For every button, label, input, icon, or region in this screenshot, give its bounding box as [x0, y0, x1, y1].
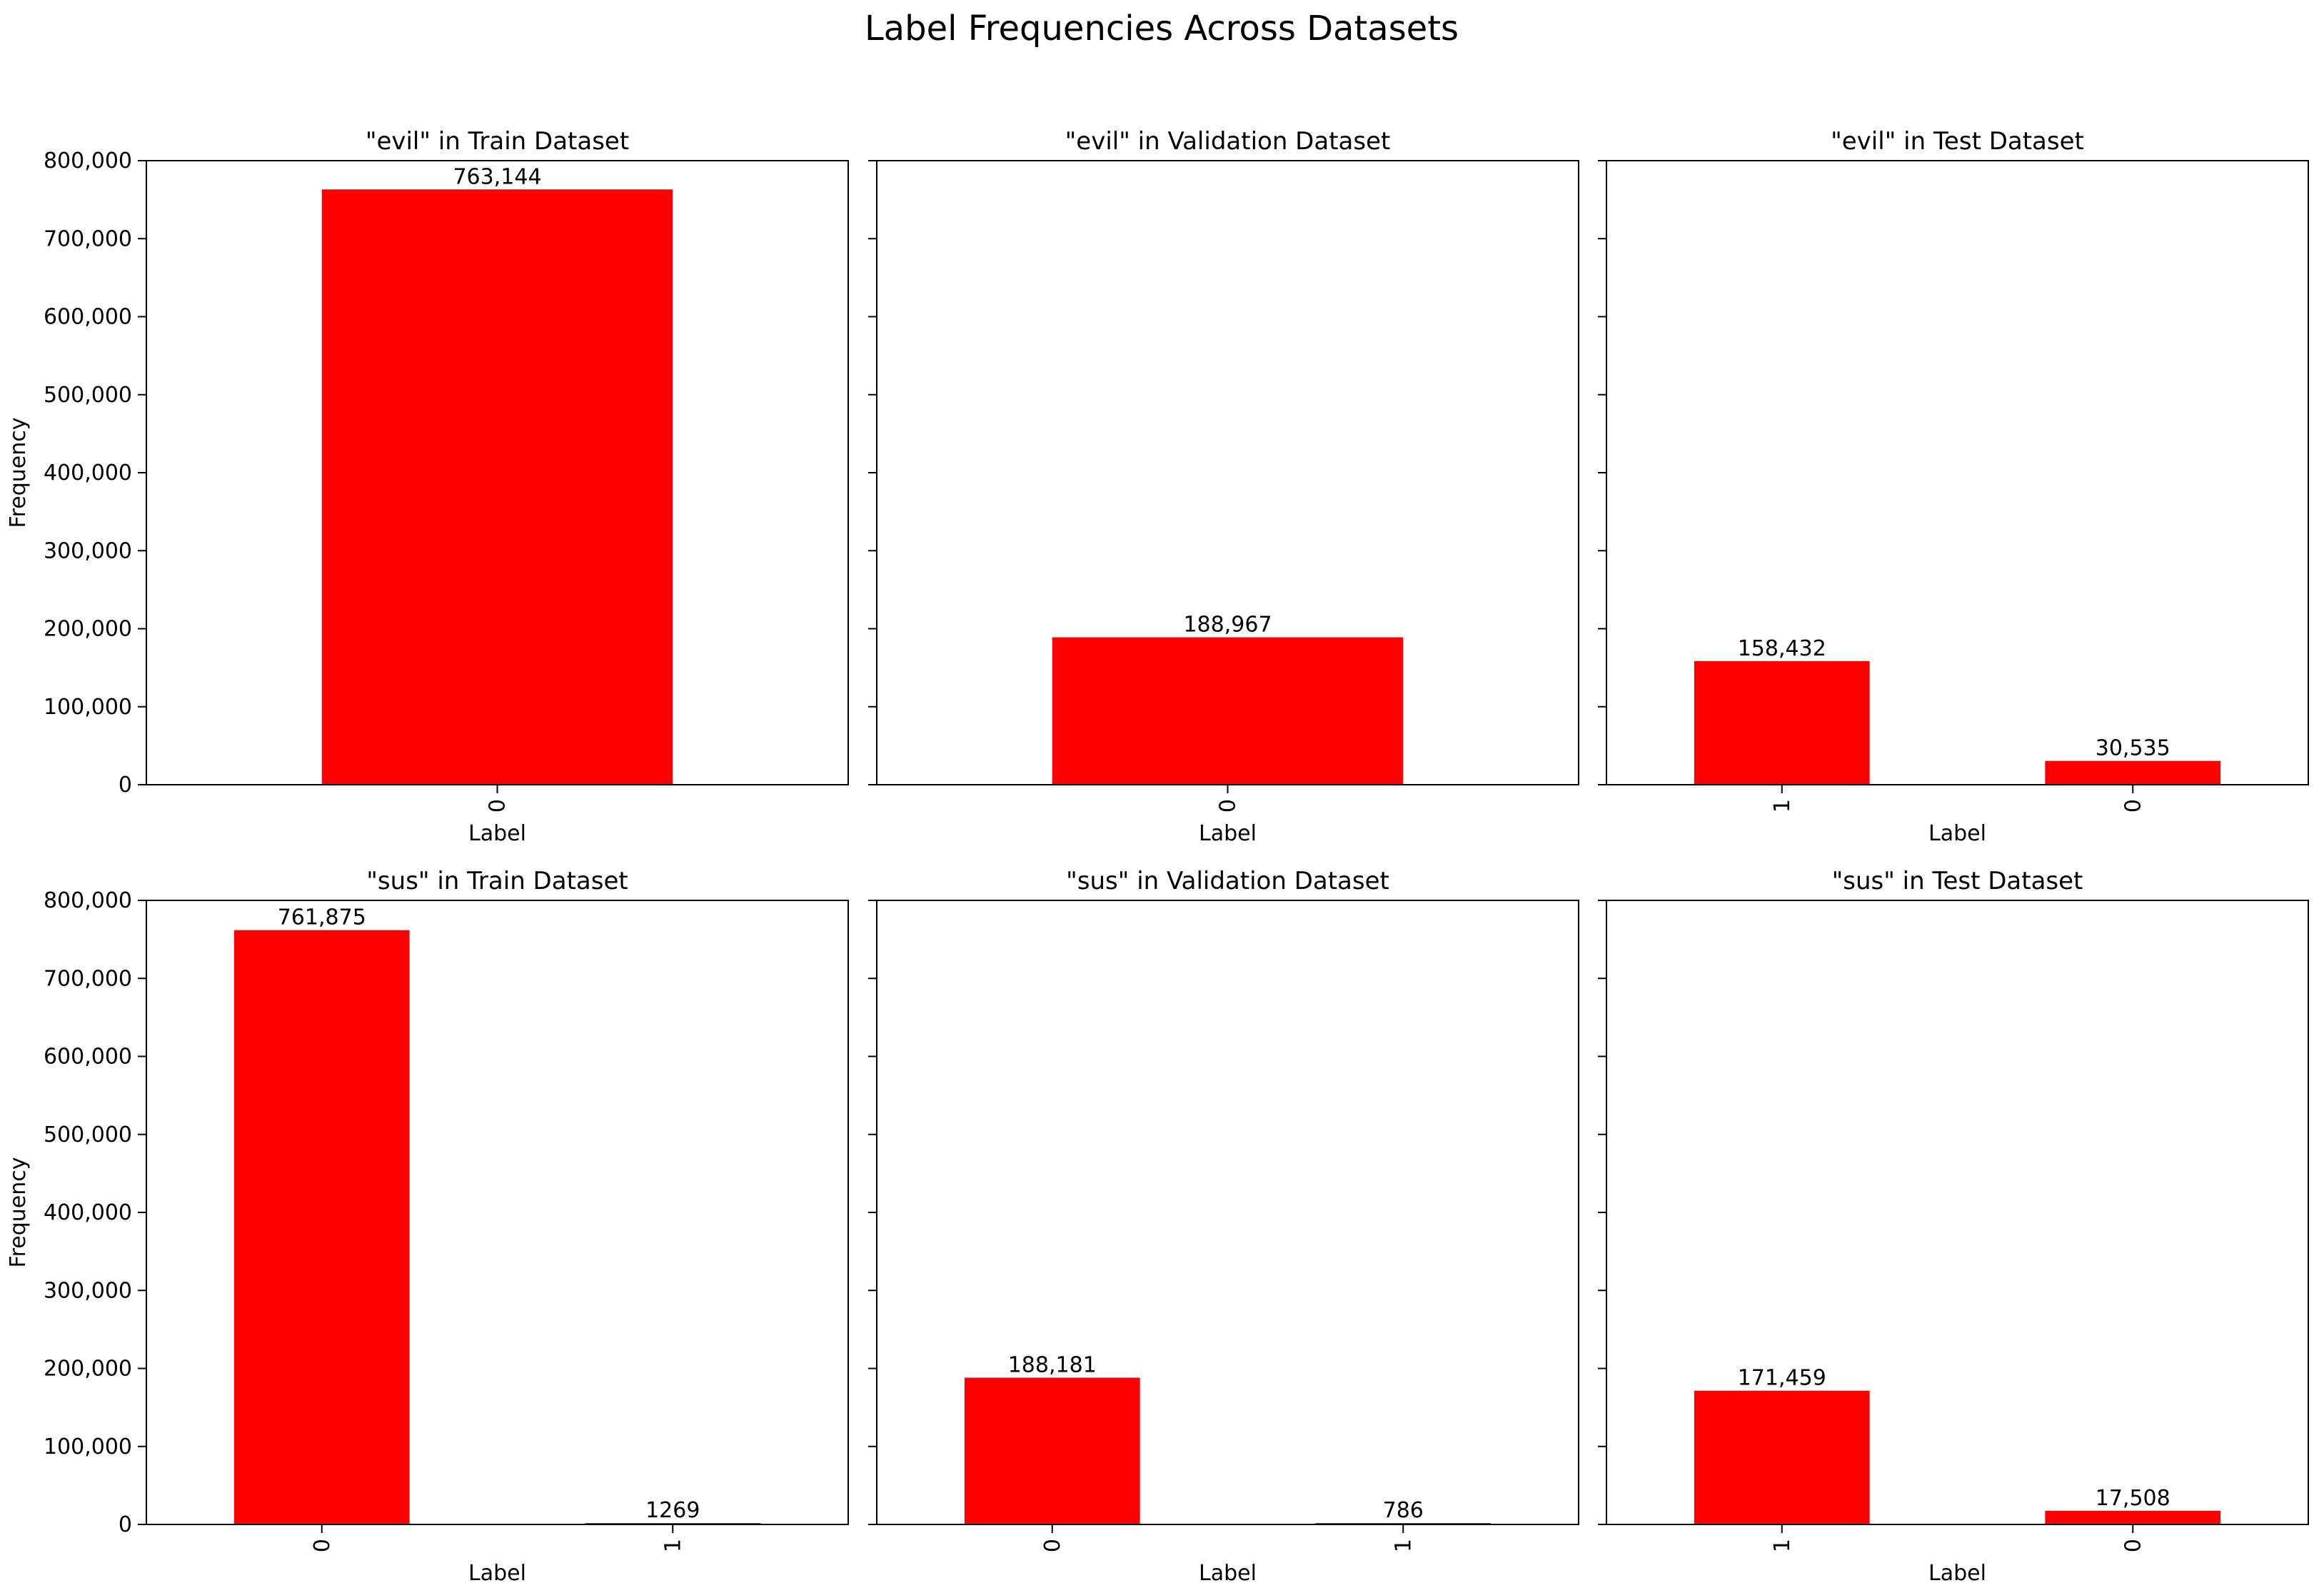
y-tick-label: 100,000	[44, 1434, 132, 1459]
y-tick-label: 800,000	[44, 149, 132, 174]
subplot-title: "sus" in Test Dataset	[1832, 867, 2083, 895]
x-axis-label: Label	[1928, 1561, 1986, 1586]
x-axis-label: Label	[1199, 821, 1257, 846]
bar-value-label: 761,875	[278, 905, 366, 930]
bar-label-1	[1694, 1390, 1870, 1524]
y-tick-label: 600,000	[44, 1045, 132, 1070]
x-tick-label: 0	[310, 1539, 335, 1552]
y-axis-label: Frequency	[6, 1157, 31, 1268]
y-tick-label: 500,000	[44, 1122, 132, 1147]
bar-label-1	[1694, 660, 1870, 785]
plot-frame	[146, 160, 849, 785]
subplot-title: "sus" in Train Dataset	[366, 867, 628, 895]
x-tick-label: 1	[660, 1539, 685, 1552]
plot-frame	[1606, 160, 2309, 785]
x-tick-label: 0	[486, 799, 510, 813]
x-axis-label: Label	[1928, 821, 1986, 846]
bar-label-0	[321, 189, 673, 785]
y-tick-label: 200,000	[44, 617, 132, 642]
bar-value-label: 171,459	[1738, 1366, 1826, 1391]
y-axis-label: Frequency	[6, 418, 31, 528]
subplot-1: "evil" in Train Dataset 0 100,000 200,000 30…	[6, 127, 849, 846]
bar-value-label: 30,535	[2096, 736, 2170, 761]
subplot-title: "evil" in Validation Dataset	[1065, 127, 1391, 156]
x-tick-label: 0	[1216, 799, 1241, 813]
plot-frame	[146, 900, 849, 1525]
y-tick-label: 700,000	[44, 966, 132, 991]
x-axis-label: Label	[468, 1561, 526, 1586]
subplot-title: "evil" in Train Dataset	[366, 127, 629, 156]
y-tick-label: 100,000	[44, 695, 132, 720]
bar-value-label: 17,508	[2096, 1486, 2170, 1511]
x-tick-label: 1	[1770, 1539, 1795, 1552]
bar-value-label: 1269	[645, 1498, 700, 1523]
y-tick-label: 400,000	[44, 1200, 132, 1225]
x-tick-label: 0	[1040, 1539, 1065, 1552]
y-tick-label: 200,000	[44, 1357, 132, 1382]
bar-label-0	[233, 930, 410, 1524]
bar-label-0	[2045, 760, 2221, 785]
bar-value-label: 763,144	[453, 164, 541, 189]
plot-frame	[876, 160, 1579, 785]
plot-frame	[876, 900, 1579, 1525]
x-tick-label: 1	[1391, 1539, 1416, 1552]
figure-title: Label Frequencies Across Datasets	[865, 9, 1459, 49]
bar-label-0	[964, 1377, 1140, 1524]
x-tick-label: 0	[2121, 1539, 2146, 1552]
bar-value-label: 786	[1383, 1498, 1424, 1523]
bar-label-0	[2045, 1510, 2221, 1524]
y-tick-label: 0	[119, 773, 132, 798]
subplot-6: "sus" in Test Dataset 171,459 1 17,508 0 Labe…	[1598, 867, 2309, 1586]
y-tick-label: 800,000	[44, 888, 132, 913]
plot-frame	[1606, 900, 2309, 1525]
y-tick-label: 300,000	[44, 1278, 132, 1303]
subplot-3: "evil" in Test Dataset 158,432 1 30,535 0 Lab…	[1598, 127, 2309, 846]
y-tick-label: 700,000	[44, 226, 132, 251]
subplot-title: "sus" in Validation Dataset	[1066, 867, 1389, 895]
y-tick-label: 400,000	[44, 461, 132, 486]
bar-value-label: 158,432	[1738, 636, 1826, 661]
bar-label-0	[1052, 637, 1404, 785]
x-axis-label: Label	[468, 821, 526, 846]
bar-value-label: 188,967	[1183, 613, 1272, 638]
subplot-2: "evil" in Validation Dataset 188,967 0 Labe…	[868, 127, 1579, 846]
subplot-5: "sus" in Validation Dataset 188,181 0 786 1 L…	[868, 867, 1579, 1586]
y-tick-label: 300,000	[44, 538, 132, 563]
x-axis-label: Label	[1199, 1561, 1257, 1586]
y-tick-label: 0	[119, 1512, 132, 1537]
subplot-grid: "evil" in Train Dataset 0 100,000 200,000 30…	[6, 127, 2309, 1586]
y-tick-label: 600,000	[44, 305, 132, 330]
subplot-title: "evil" in Test Dataset	[1831, 127, 2084, 156]
subplot-4: "sus" in Train Dataset 0 100,000 200,000 300…	[6, 867, 849, 1586]
bar-value-label: 188,181	[1008, 1352, 1097, 1377]
y-tick-label: 500,000	[44, 383, 132, 408]
x-tick-label: 0	[2121, 799, 2146, 813]
x-tick-label: 1	[1770, 799, 1795, 813]
